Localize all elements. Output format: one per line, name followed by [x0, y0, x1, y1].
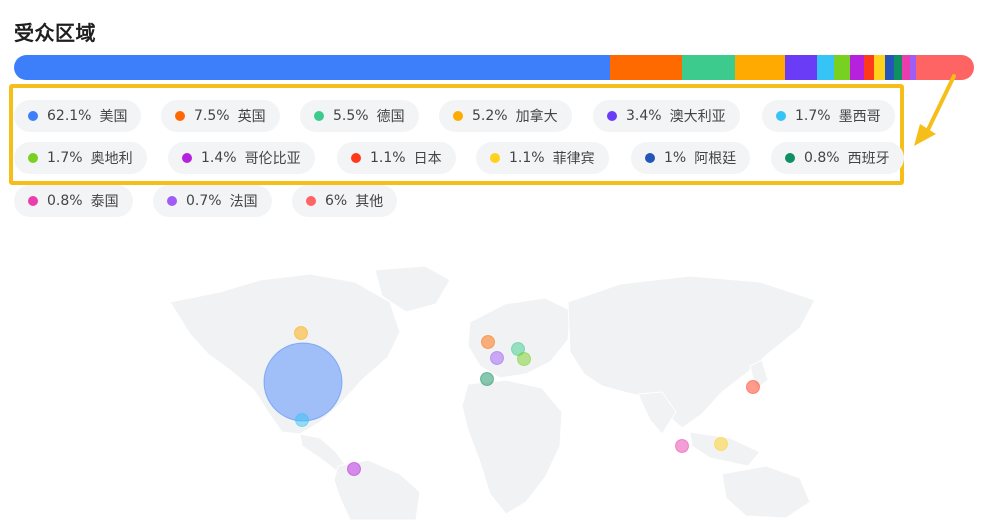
legend-label: 英国 [237, 109, 266, 125]
arrow-icon [914, 74, 956, 146]
map-asia [567, 275, 816, 429]
legend-item[interactable]: 1.7% 墨西哥 [762, 100, 895, 132]
legend-label: 加拿大 [515, 109, 558, 125]
legend-label: 哥伦比亚 [244, 151, 301, 167]
legend-dot-icon [28, 153, 38, 163]
legend-dot-icon [314, 111, 324, 121]
map-bubble[interactable] [481, 335, 495, 349]
legend-label: 澳大利亚 [669, 109, 726, 125]
legend-label: 西班牙 [847, 151, 890, 167]
legend-label: 日本 [413, 151, 442, 167]
legend-label: 法国 [229, 194, 258, 210]
legend-value: 1.1% [509, 150, 545, 166]
legend-label: 墨西哥 [838, 109, 881, 125]
legend-item[interactable]: 1.4% 哥伦比亚 [168, 142, 315, 174]
map-bubble[interactable] [295, 413, 309, 427]
legend-label: 阿根廷 [694, 151, 737, 167]
bar-segment [784, 55, 818, 80]
legend-label: 泰国 [90, 194, 119, 210]
legend-item[interactable]: 62.1% 美国 [14, 100, 142, 132]
legend-dot-icon [607, 111, 617, 121]
legend-value: 0.8% [47, 193, 83, 209]
legend-label: 德国 [376, 109, 405, 125]
legend-value: 5.2% [472, 108, 508, 124]
legend-item[interactable]: 1.1% 日本 [337, 142, 456, 174]
legend-item[interactable]: 0.7% 法国 [153, 185, 272, 217]
legend-dot-icon [28, 196, 38, 206]
legend-dot-icon [490, 153, 500, 163]
bar-segment [863, 55, 875, 80]
legend-value: 1.1% [370, 150, 406, 166]
legend-dot-icon [167, 196, 177, 206]
legend-label: 美国 [99, 109, 128, 125]
legend-label: 菲律宾 [552, 151, 595, 167]
legend-item[interactable]: 3.4% 澳大利亚 [593, 100, 740, 132]
map-australia [721, 465, 811, 519]
bar-segment [734, 55, 785, 80]
map-bubble[interactable] [675, 439, 689, 453]
bar-segment [610, 55, 683, 80]
bar-segment [901, 55, 910, 80]
legend-dot-icon [182, 153, 192, 163]
legend-value: 1.4% [201, 150, 237, 166]
legend-value: 6% [325, 193, 348, 209]
legend-value: 7.5% [194, 108, 230, 124]
bar-segment [894, 55, 902, 80]
map-bubble[interactable] [480, 372, 494, 386]
legend-label: 奥地利 [90, 151, 133, 167]
legend-value: 5.5% [333, 108, 369, 124]
map-bubble[interactable] [263, 342, 343, 422]
stacked-share-bar [14, 55, 974, 80]
legend-item[interactable]: 0.8% 泰国 [14, 185, 133, 217]
legend-value: 1% [664, 150, 687, 166]
legend-value: 1.7% [795, 108, 831, 124]
legend-dot-icon [453, 111, 463, 121]
legend-dot-icon [645, 153, 655, 163]
map-bubble[interactable] [347, 462, 361, 476]
legend-dot-icon [351, 153, 361, 163]
legend-item[interactable]: 1.7% 奥地利 [14, 142, 147, 174]
legend-item[interactable]: 1% 阿根廷 [631, 142, 751, 174]
world-map [169, 265, 816, 520]
map-bubble[interactable] [746, 380, 760, 394]
legend-label: 其他 [355, 194, 384, 210]
legend-value: 0.8% [804, 150, 840, 166]
map-north-america [169, 273, 401, 435]
map-bubble[interactable] [517, 352, 531, 366]
legend-value: 0.7% [186, 193, 222, 209]
bar-segment [884, 55, 895, 80]
legend-item[interactable]: 0.8% 西班牙 [771, 142, 904, 174]
legend-item[interactable]: 1.1% 菲律宾 [476, 142, 609, 174]
bar-segment [14, 55, 611, 80]
legend-item[interactable]: 5.5% 德国 [300, 100, 419, 132]
bar-segment [909, 55, 917, 80]
legend-dot-icon [785, 153, 795, 163]
bar-segment [833, 55, 851, 80]
map-bubble[interactable] [490, 351, 504, 365]
bar-segment [817, 55, 834, 80]
legend-value: 62.1% [47, 108, 92, 124]
map-bubble[interactable] [714, 437, 728, 451]
legend-item[interactable]: 7.5% 英国 [161, 100, 280, 132]
bar-segment [916, 55, 974, 80]
bar-segment [874, 55, 885, 80]
bar-segment [682, 55, 735, 80]
legend-item[interactable]: 6% 其他 [292, 185, 398, 217]
map-africa [461, 379, 563, 515]
map-greenland [374, 265, 451, 313]
legend-dot-icon [776, 111, 786, 121]
map-india [637, 391, 677, 435]
legend-dot-icon [28, 111, 38, 121]
bar-segment [850, 55, 864, 80]
legend-dot-icon [175, 111, 185, 121]
map-south-america [333, 459, 421, 520]
map-bubble[interactable] [294, 326, 308, 340]
section-title: 受众区域 [14, 21, 96, 45]
legend-item[interactable]: 5.2% 加拿大 [439, 100, 572, 132]
legend-value: 3.4% [626, 108, 662, 124]
legend-dot-icon [306, 196, 316, 206]
legend-value: 1.7% [47, 150, 83, 166]
